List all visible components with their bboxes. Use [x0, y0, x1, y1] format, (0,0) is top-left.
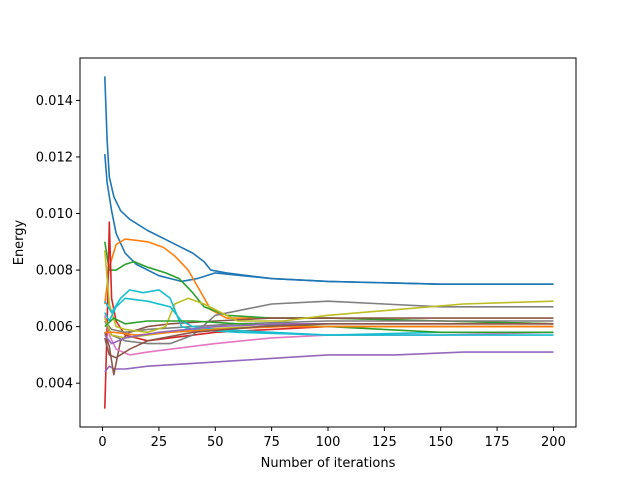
y-tick-label: 0.010	[36, 207, 73, 222]
y-tick-label: 0.012	[36, 150, 73, 165]
series-layer	[104, 76, 554, 409]
x-tick-label: 200	[541, 435, 566, 450]
plot-frame	[79, 57, 577, 428]
y-tick-label: 0.004	[36, 377, 73, 392]
series-line-14	[104, 289, 554, 336]
series-line-7	[104, 317, 554, 376]
x-axis: 0 25 50 75 100 125 150 175 200	[98, 427, 566, 450]
x-tick-label: 75	[263, 435, 280, 450]
series-line-15	[104, 317, 554, 334]
series-line-11	[104, 250, 554, 334]
y-axis: 0.004 0.006 0.008 0.010 0.012 0.014	[36, 94, 80, 392]
series-line-16	[104, 325, 554, 336]
x-tick-label: 25	[151, 435, 168, 450]
series-line-2	[104, 154, 554, 286]
y-tick-label: 0.014	[36, 94, 73, 109]
x-axis-label: Number of iterations	[261, 456, 396, 471]
x-tick-label: 175	[485, 435, 510, 450]
x-tick-label: 50	[207, 435, 224, 450]
series-line-18	[104, 322, 554, 359]
y-tick-label: 0.008	[36, 264, 73, 279]
y-tick-label: 0.006	[36, 320, 73, 335]
y-axis-label: Energy	[12, 219, 27, 265]
x-tick-label: 100	[316, 435, 341, 450]
x-tick-label: 0	[98, 435, 106, 450]
x-tick-label: 150	[428, 435, 453, 450]
series-line-6	[104, 351, 554, 373]
x-tick-label: 125	[372, 435, 397, 450]
